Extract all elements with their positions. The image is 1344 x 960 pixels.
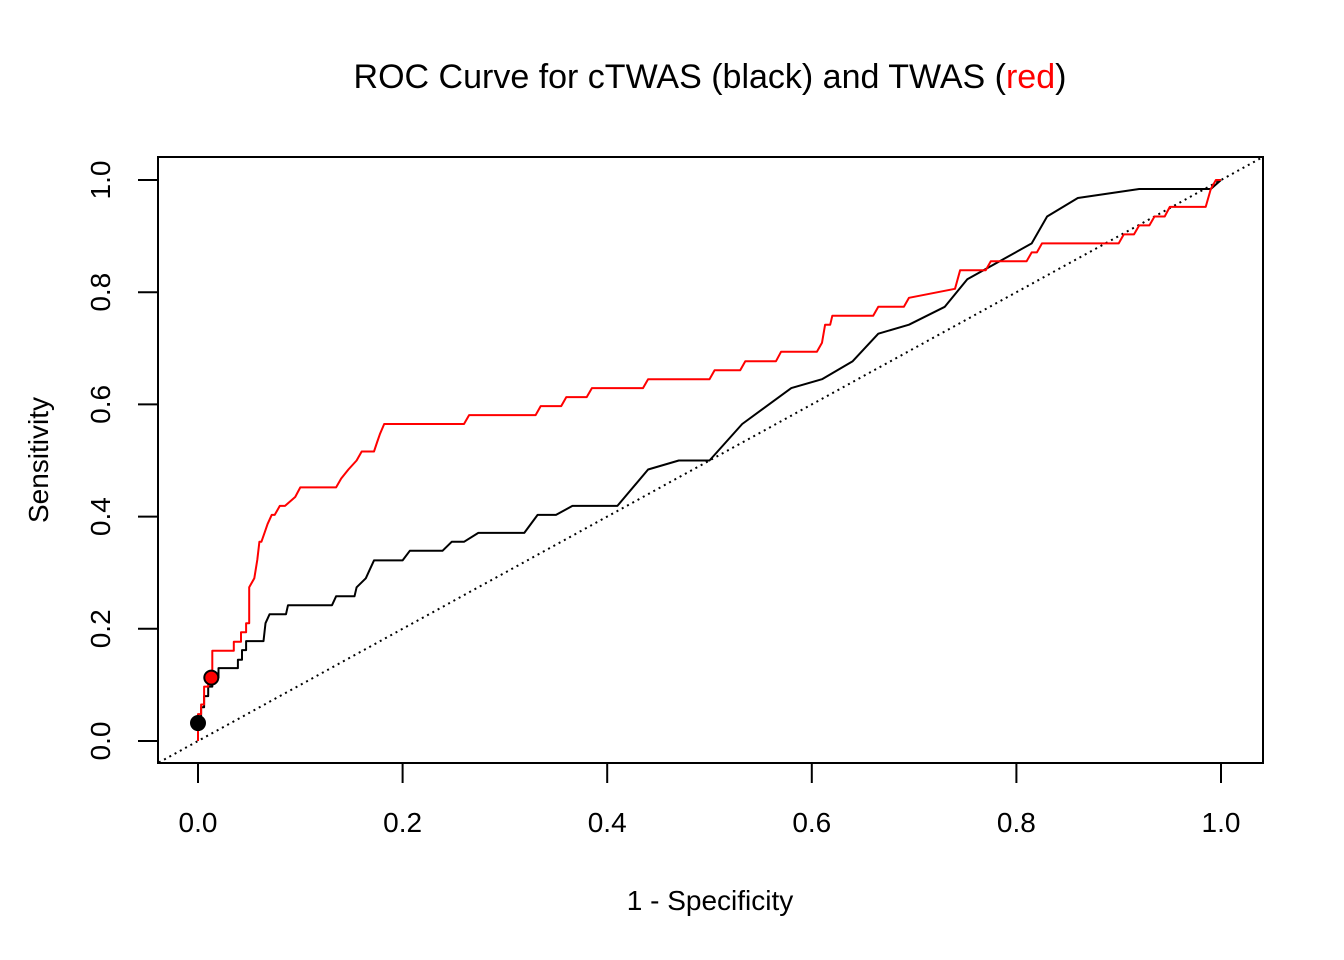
y-tick-label: 0.8 bbox=[85, 273, 116, 312]
threshold-point-red bbox=[203, 669, 220, 686]
y-tick-label: 0.4 bbox=[85, 497, 116, 536]
y-tick-label: 0.6 bbox=[85, 385, 116, 424]
chart-title-prefix: ROC Curve for cTWAS (black) and TWAS ( bbox=[354, 58, 1007, 96]
x-tick-label: 0.0 bbox=[179, 807, 218, 838]
chart-title-suffix: ) bbox=[1055, 58, 1066, 96]
threshold-point-black bbox=[190, 715, 206, 732]
y-tick-label: 0.2 bbox=[85, 609, 116, 648]
chart-title-highlight: red bbox=[1006, 58, 1055, 96]
series-line-red bbox=[197, 179, 1221, 741]
x-tick-label: 0.4 bbox=[588, 807, 627, 838]
x-tick-label: 0.8 bbox=[997, 807, 1036, 838]
y-tick-label: 1.0 bbox=[85, 161, 116, 200]
x-tick-label: 0.2 bbox=[383, 807, 422, 838]
x-axis-label: 1 - Specificity bbox=[627, 885, 794, 916]
x-axis: 0.0 0.2 0.4 0.6 0.8 1.0 bbox=[179, 762, 1241, 838]
chart-title: ROC Curve for cTWAS (black) and TWAS (re… bbox=[354, 58, 1067, 96]
y-axis: 0.0 0.2 0.4 0.6 0.8 1.0 bbox=[85, 161, 159, 761]
x-tick-label: 1.0 bbox=[1202, 807, 1241, 838]
y-axis-label: Sensitivity bbox=[23, 397, 54, 523]
y-tick-label: 0.0 bbox=[85, 722, 116, 761]
x-tick-label: 0.6 bbox=[792, 807, 831, 838]
plot-area bbox=[158, 157, 1263, 763]
